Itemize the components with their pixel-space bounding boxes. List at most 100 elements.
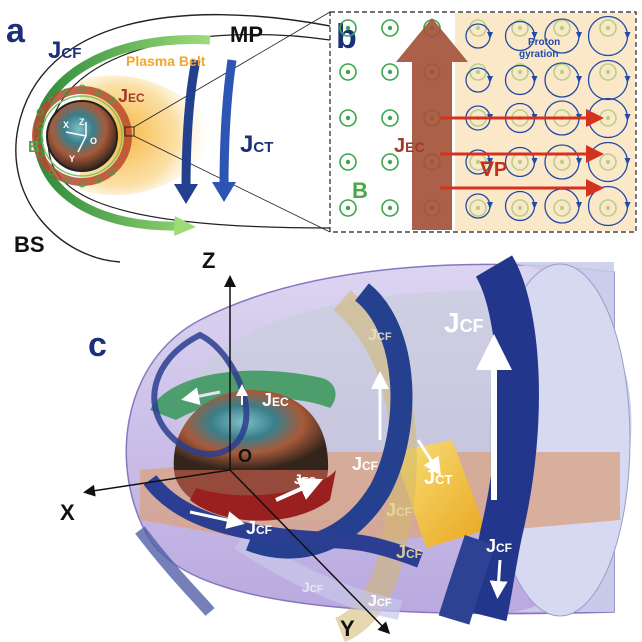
b-field-dot: [387, 69, 393, 75]
label-jec-low: JEC: [294, 471, 316, 487]
jct-arrow-1-head: [174, 184, 198, 204]
b-field-dot: [345, 115, 351, 121]
axis-z-label-c: Z: [202, 248, 215, 273]
b-field-dot: [475, 205, 481, 211]
b-field-dot: [605, 69, 611, 75]
b-field-symbol: [469, 19, 487, 37]
label-jcf-bottom: JCF: [368, 593, 392, 610]
jcf-loop-left-inner: [151, 331, 250, 458]
b-field-dot: [605, 115, 611, 121]
label-plasma-belt: Plasma Belt: [126, 53, 206, 69]
b-field-dot: [559, 159, 565, 165]
label-jcf-bottom-right: JCF: [486, 536, 512, 556]
b-field-dot: [559, 69, 565, 75]
label-b-b: B: [352, 178, 368, 203]
gyration-arrowhead: [624, 114, 631, 121]
b-field-dot: [559, 25, 565, 31]
label-b-a: B: [28, 139, 40, 156]
label-proton-2: gyration: [519, 49, 558, 60]
b-field-dot: [605, 25, 611, 31]
zoom-box-a: [124, 126, 135, 137]
jct-arrow-2-head: [212, 182, 236, 202]
b-field-grid-b: [339, 19, 617, 217]
gyration-arrowhead: [576, 76, 582, 83]
label-proton-1: Proton: [528, 37, 560, 48]
b-field-symbol: [381, 109, 399, 127]
label-jcf-mid: JCF: [352, 454, 378, 474]
panel-b-letter: b: [336, 18, 357, 56]
b-field-symbol: [511, 19, 529, 37]
gyration-arrowhead: [624, 32, 631, 39]
b-field-dot: [345, 159, 351, 165]
label-jcf-big: JCF: [444, 307, 484, 338]
b-field-dot: [605, 159, 611, 165]
axis-y-a: [77, 135, 87, 153]
b-field-dots-a: [36, 84, 116, 188]
gyration-arrowhead: [531, 32, 538, 39]
gyration-arrowhead: [624, 158, 631, 165]
gyration-arrowhead: [487, 202, 493, 209]
b-field-symbol: [599, 19, 617, 37]
panel-b: b Proton gyration JEC ∇P B: [329, 11, 637, 233]
axis-x-c: [83, 469, 231, 497]
axis-z-label-a: Z: [79, 117, 85, 127]
label-jct-a: JCT: [240, 131, 273, 158]
gyration-arrowhead: [487, 32, 493, 39]
b-field-symbol: [381, 19, 399, 37]
b-field-symbol: [381, 63, 399, 81]
b-field-symbol: [381, 153, 399, 171]
jcf-green-arrowhead: [174, 216, 196, 236]
jcf-loop-lower-left: [135, 526, 215, 616]
gyration-arrowhead: [531, 158, 538, 165]
axis-y-c: [229, 469, 391, 635]
b-field-dot: [387, 159, 393, 165]
label-jcf-faint-left: JCF: [386, 500, 412, 520]
b-field-symbol: [339, 19, 357, 37]
gyration-arrowhead: [576, 32, 582, 39]
label-jec-b: JEC: [394, 135, 425, 157]
jec-brown-arrow: [396, 18, 468, 230]
label-jcf-lower: JCF: [246, 518, 272, 538]
b-field-symbol: [511, 199, 529, 217]
b-field-dot: [517, 25, 523, 31]
b-field-dot: [475, 159, 481, 165]
label-jec-top: JEC: [262, 390, 289, 410]
inner-green-ring: [41, 95, 123, 177]
label-jcf-a: JCF: [48, 37, 81, 64]
b-field-dot: [345, 25, 351, 31]
b-field-symbol: [511, 63, 529, 81]
gyration-arrowhead: [531, 76, 538, 83]
b-field-symbol: [599, 199, 617, 217]
b-field-symbol: [339, 109, 357, 127]
axis-y-label-c: Y: [340, 616, 355, 641]
white-arrow-br: [489, 559, 508, 599]
b-field-symbol: [553, 19, 571, 37]
earth-globe-a: [47, 101, 117, 171]
b-field-dot: [345, 69, 351, 75]
b-field-dot: [517, 69, 523, 75]
panel-c: c: [60, 248, 632, 642]
jcf-loop-bottom-right: [438, 534, 496, 625]
b-field-dot: [517, 159, 523, 165]
b-field-symbol: [469, 199, 487, 217]
jct-arrow-1: [181, 59, 201, 191]
jcf-loop-mid: [245, 283, 413, 559]
b-field-symbol: [553, 63, 571, 81]
earth-globe-c: [173, 390, 329, 470]
gyration-arrowhead: [576, 202, 582, 209]
b-field-dot: [345, 205, 351, 211]
b-field-dot: [475, 69, 481, 75]
b-field-symbol: [339, 199, 357, 217]
axis-x-label-a: X: [63, 120, 69, 130]
panel-c-letter: c: [88, 326, 107, 364]
b-field-dot: [605, 205, 611, 211]
label-jcf-bottom-left: JCF: [302, 579, 323, 595]
label-jec-a: JEC: [118, 86, 145, 106]
b-field-symbol: [381, 199, 399, 217]
panel-a-letter: a: [6, 12, 26, 50]
panel-a: a Z O X Y: [6, 11, 331, 263]
gyration-arrowhead: [487, 76, 493, 83]
white-arrow-jec-top: [181, 387, 221, 406]
jcf-loop-bottom: [143, 474, 423, 568]
